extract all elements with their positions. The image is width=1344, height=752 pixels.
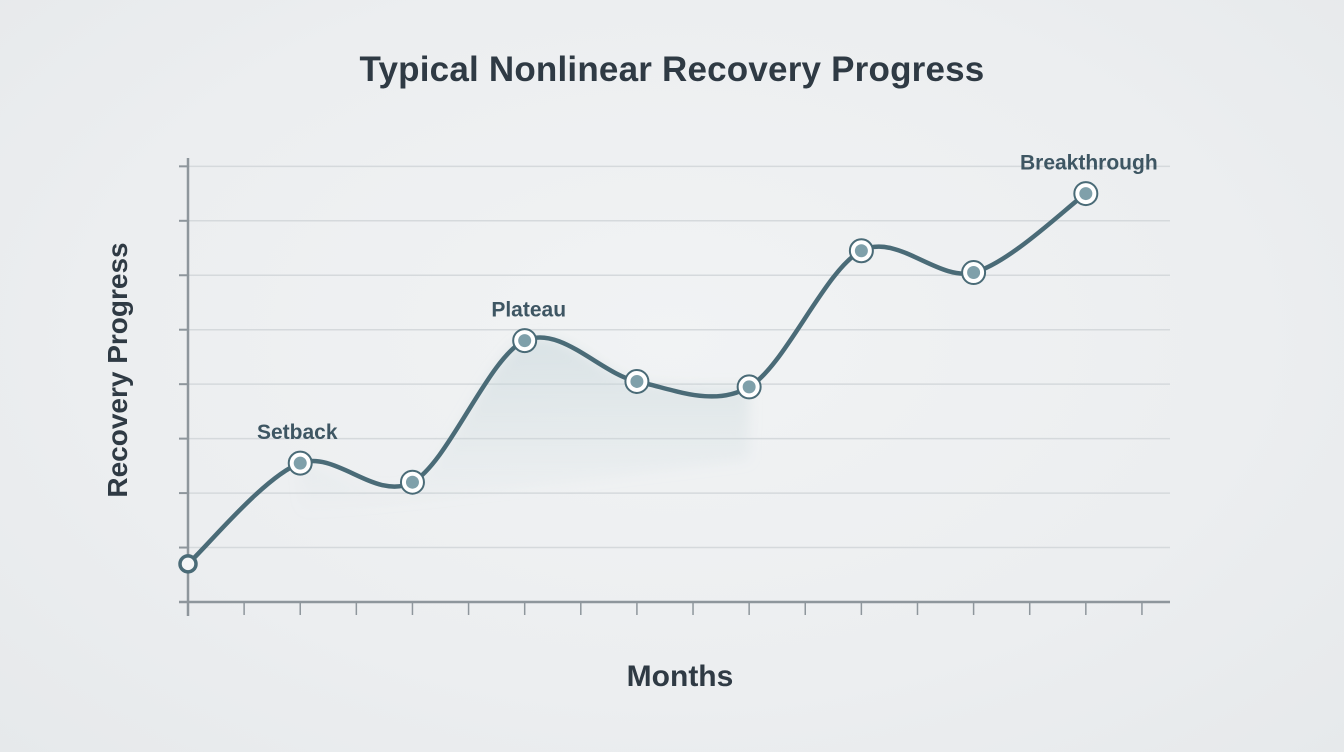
- data-point: [405, 475, 419, 489]
- data-point: [293, 456, 307, 470]
- x-axis-label: Months: [626, 660, 734, 693]
- data-point: [518, 334, 532, 348]
- data-point: [742, 380, 756, 394]
- data-point: [854, 244, 868, 258]
- annotation-breakthrough: Breakthrough: [1020, 152, 1158, 175]
- data-point: [967, 266, 981, 280]
- data-point: [630, 374, 644, 388]
- annotation-setback: Setback: [257, 421, 338, 444]
- data-point-start: [178, 554, 198, 574]
- annotation-plateau: Plateau: [491, 299, 566, 322]
- curve-shading: [300, 337, 750, 515]
- chart-title: Typical Nonlinear Recovery Progress: [359, 50, 985, 89]
- data-point: [1079, 187, 1093, 201]
